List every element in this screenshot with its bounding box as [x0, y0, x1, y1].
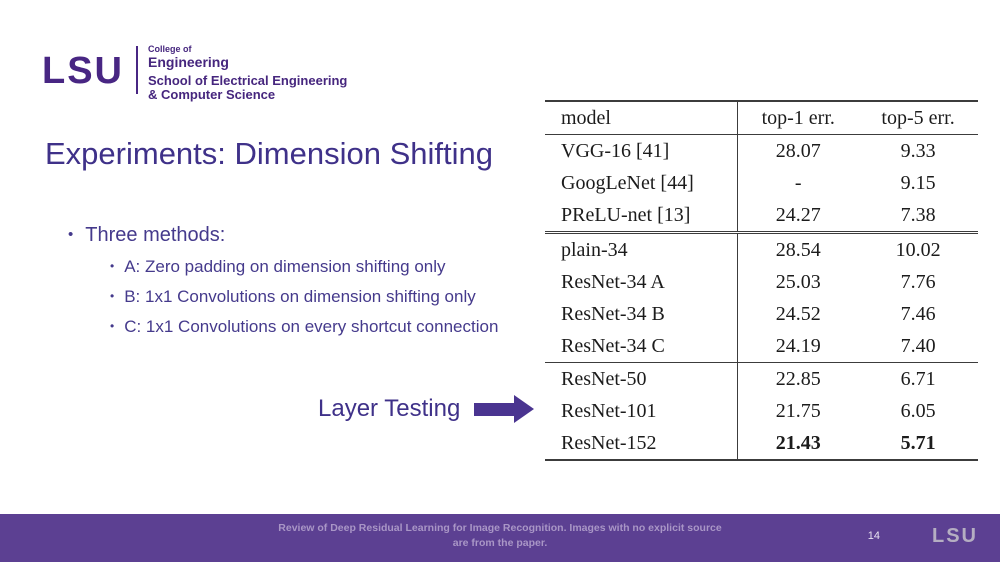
value-cell: 7.40	[900, 334, 936, 357]
bullet-dot-icon: •	[110, 319, 115, 333]
value-cell: 6.71	[900, 367, 936, 390]
bullet-sub-text: B: 1x1 Convolutions on dimension shiftin…	[124, 287, 476, 306]
value-cell: 28.07	[775, 139, 821, 162]
footer-caption: Review of Deep Residual Learning for Ima…	[0, 521, 1000, 551]
table-header: model top-1 err. top-5 err.	[545, 101, 978, 135]
bullet-sub-item: • B: 1x1 Convolutions on dimension shift…	[110, 287, 498, 307]
model-cell: plain-34	[545, 232, 739, 266]
col-header-top5: top-5 err.	[881, 106, 955, 129]
value-cell: 21.75	[775, 399, 821, 422]
bullet-sub-text: C: 1x1 Convolutions on every shortcut co…	[124, 317, 499, 336]
value-cell: 24.19	[775, 334, 821, 357]
table-row: ResNet-101 21.75 6.05	[545, 395, 978, 427]
logo-engineering-line: Engineering	[148, 54, 229, 71]
model-cell: ResNet-50	[545, 362, 739, 395]
table-section: plain-34 28.54 10.02 ResNet-34 A 25.03 7.76 Re…	[545, 232, 978, 363]
slide-title: Experiments: Dimension Shifting	[45, 136, 493, 171]
footer-caption-line2: are from the paper.	[452, 537, 548, 550]
logo-college-line: College of	[148, 44, 192, 54]
table-row: ResNet-34 A 25.03 7.76	[545, 266, 978, 298]
value-cell: 10.02	[895, 238, 941, 261]
col-header-model: model	[545, 101, 739, 135]
value-cell: -	[794, 171, 802, 194]
bullet-dot-icon: •	[110, 289, 115, 303]
model-cell: GoogLeNet [44]	[545, 167, 739, 199]
model-cell: ResNet-101	[545, 395, 739, 427]
value-cell: 7.38	[900, 203, 936, 226]
arrow-head	[514, 395, 535, 423]
results-table: model top-1 err. top-5 err. VGG-16 [41] 2…	[545, 100, 978, 461]
value-cell: 9.15	[900, 171, 936, 194]
footer-bar: Review of Deep Residual Learning for Ima…	[0, 514, 1000, 562]
lsu-wordmark-icon: LSU	[42, 50, 124, 92]
model-cell: ResNet-152	[545, 427, 739, 460]
value-cell: 28.54	[775, 238, 821, 261]
bullet-dot-icon: •	[68, 226, 74, 243]
arrow-body	[474, 402, 515, 416]
table-header-row: model top-1 err. top-5 err.	[545, 101, 978, 135]
logo-divider	[136, 46, 138, 94]
col-header-top1: top-1 err.	[761, 106, 835, 129]
logo-school-line: School of Electrical Engineering	[148, 72, 348, 88]
table-row: GoogLeNet [44] - 9.15	[545, 167, 978, 199]
model-cell: ResNet-34 C	[545, 330, 739, 363]
value-cell: 24.52	[775, 302, 821, 325]
value-cell: 7.76	[900, 270, 936, 293]
bullet-dot-icon: •	[110, 259, 115, 273]
value-cell: 5.71	[900, 431, 936, 454]
value-cell: 7.46	[900, 302, 936, 325]
table-row: ResNet-34 C 24.19 7.40	[545, 330, 978, 363]
page-number: 14	[867, 530, 880, 542]
model-cell: PReLU-net [13]	[545, 199, 739, 233]
footer-lsu-logo-icon: LSU	[932, 525, 978, 547]
bullet-sub-item: • A: Zero padding on dimension shifting …	[110, 257, 498, 277]
value-cell: 24.27	[775, 203, 821, 226]
bullet-sub-list: • A: Zero padding on dimension shifting …	[110, 257, 498, 337]
logo-cs-line: & Computer Science	[148, 87, 276, 103]
table-row: ResNet-50 22.85 6.71	[545, 362, 978, 395]
model-cell: ResNet-34 A	[545, 266, 739, 298]
value-cell: 22.85	[775, 367, 821, 390]
table-row: ResNet-152 21.43 5.71	[545, 427, 978, 460]
right-arrow-icon	[474, 395, 535, 423]
table-row: VGG-16 [41] 28.07 9.33	[545, 134, 978, 167]
layer-testing-label: Layer Testing	[318, 395, 461, 422]
layer-testing-annotation: Layer Testing	[318, 395, 535, 423]
bullet-sub-item: • C: 1x1 Convolutions on every shortcut …	[110, 317, 498, 337]
value-cell: 25.03	[775, 270, 821, 293]
value-cell: 21.43	[775, 431, 821, 454]
value-cell: 9.33	[900, 139, 936, 162]
model-cell: ResNet-34 B	[545, 298, 739, 330]
bullet-list: • Three methods: • A: Zero padding on di…	[68, 224, 498, 347]
table-section: VGG-16 [41] 28.07 9.33 GoogLeNet [44] - 9.15 P…	[545, 134, 978, 233]
table-row: ResNet-34 B 24.52 7.46	[545, 298, 978, 330]
value-cell: 6.05	[900, 399, 936, 422]
model-cell: VGG-16 [41]	[545, 134, 739, 167]
table-row: PReLU-net [13] 24.27 7.38	[545, 199, 978, 233]
bullet-sub-text: A: Zero padding on dimension shifting on…	[124, 257, 446, 276]
table-section: ResNet-50 22.85 6.71 ResNet-101 21.75 6.05 Res…	[545, 362, 978, 460]
table-row: plain-34 28.54 10.02	[545, 232, 978, 266]
bullet-main: • Three methods:	[68, 224, 498, 247]
logo-text: College of Engineering School of Electri…	[148, 44, 347, 103]
lsu-logo: LSU College of Engineering School of Ele…	[42, 44, 347, 103]
footer-caption-line1: Review of Deep Residual Learning for Ima…	[278, 522, 722, 534]
bullet-main-text: Three methods:	[85, 224, 226, 246]
